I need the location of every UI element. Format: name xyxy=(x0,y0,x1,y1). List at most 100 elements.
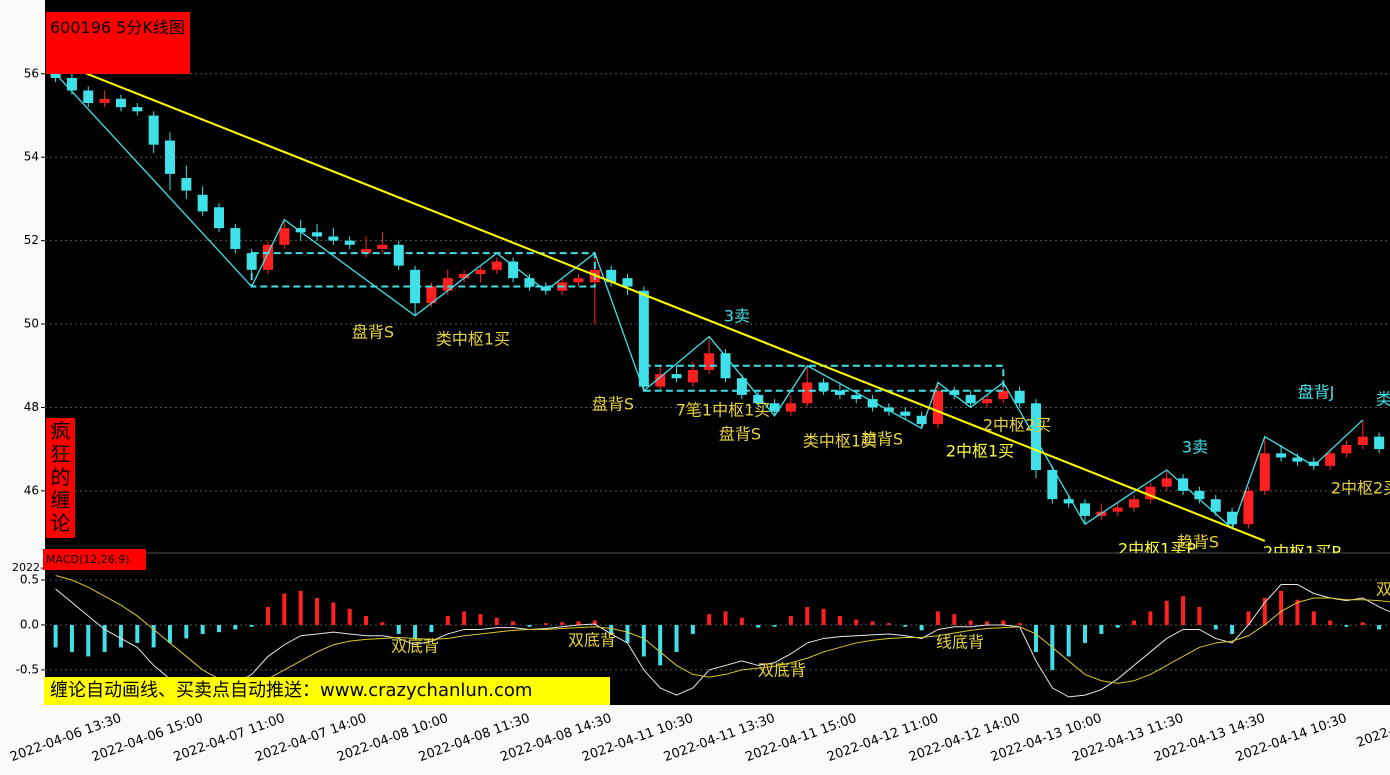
candle-body xyxy=(115,98,126,108)
macd-bar xyxy=(543,623,548,625)
candle-body xyxy=(295,228,306,233)
y-tick-label: -0.5 xyxy=(16,662,39,676)
candle-body xyxy=(1276,453,1287,458)
macd-bar xyxy=(298,590,303,625)
candle-body xyxy=(214,207,224,229)
candle-body xyxy=(867,399,878,408)
center-box xyxy=(250,252,596,288)
macd-bar xyxy=(674,624,679,652)
macd-bar xyxy=(576,621,581,625)
macd-bar xyxy=(1164,600,1169,625)
annotation: 盘背S xyxy=(719,425,761,444)
candle-body xyxy=(164,140,175,174)
macd-bar xyxy=(641,624,646,657)
candle-body xyxy=(230,228,241,249)
macd-bar xyxy=(1197,606,1202,625)
candle-body xyxy=(377,244,388,249)
macd-bar xyxy=(1148,611,1153,625)
trend-line xyxy=(55,60,1266,542)
annotation: 2中枢2买 xyxy=(983,416,1051,435)
annotation: 双底背 xyxy=(758,661,806,680)
macd-bar xyxy=(1311,611,1316,625)
annotation: 2中枢1买P xyxy=(1263,543,1341,562)
macd-bar xyxy=(217,624,221,633)
macd-bar xyxy=(1360,622,1365,625)
candle-body xyxy=(965,394,976,404)
macd-bar xyxy=(445,615,450,625)
annotation: 趋背S xyxy=(1177,533,1219,552)
macd-bar xyxy=(413,624,418,639)
candle-body xyxy=(246,253,257,270)
macd-bar xyxy=(1034,624,1038,652)
y-tick-label: 0.5 xyxy=(20,572,39,586)
macd-bar xyxy=(151,624,156,648)
macd-bar xyxy=(935,611,940,625)
candle-body xyxy=(818,382,829,391)
annotation: 盘背S xyxy=(352,323,394,342)
annotation: 趋背S xyxy=(861,430,903,449)
macd-bar xyxy=(1213,624,1218,630)
candle-body xyxy=(573,278,584,283)
candle-body xyxy=(1210,499,1221,512)
candle-body xyxy=(1194,490,1205,500)
macd-bar xyxy=(723,611,728,625)
macd-bar xyxy=(1344,624,1349,627)
candle-body xyxy=(900,411,911,416)
annotation: 7笔1中枢1买 xyxy=(676,401,771,420)
stroke-line xyxy=(55,73,1364,530)
macd-bar xyxy=(429,624,434,633)
candle-body xyxy=(802,382,813,404)
macd-bar xyxy=(135,624,140,643)
y-tick-label: 46 xyxy=(24,483,39,497)
macd-bar xyxy=(560,622,565,625)
candle-body xyxy=(949,390,960,395)
candle-body xyxy=(606,269,617,283)
macd-bar xyxy=(1099,624,1104,634)
candle-body xyxy=(1047,470,1058,500)
y-tick-label: 52 xyxy=(24,233,39,247)
y-tick-label: 50 xyxy=(24,317,39,331)
annotation: 类中枢1买 xyxy=(436,330,510,349)
candle-body xyxy=(1357,436,1368,445)
macd-bar xyxy=(886,623,891,625)
candle-body xyxy=(1292,457,1303,462)
macd-bar xyxy=(396,624,401,634)
candle-body xyxy=(393,244,404,266)
candle-body xyxy=(83,90,94,104)
candle-body xyxy=(1259,453,1270,491)
banner: 缠论自动画线、买卖点自动推送：www.crazychanlun.com xyxy=(44,677,610,705)
candle-body xyxy=(328,236,339,241)
macd-bar xyxy=(1377,624,1382,630)
macd-bar xyxy=(233,624,238,630)
chart-title: 600196 5分K线图 xyxy=(46,12,190,74)
macd-bar xyxy=(347,608,352,625)
macd-bar xyxy=(167,624,172,643)
annotation: 2中枢1买P xyxy=(1118,540,1196,559)
macd-bar xyxy=(625,624,630,643)
macd-bar xyxy=(315,597,320,625)
candle-body xyxy=(263,244,274,270)
candle-body xyxy=(1129,499,1140,508)
candle-body xyxy=(181,178,192,191)
candle-body xyxy=(426,286,437,304)
macd-bar xyxy=(788,615,793,625)
candle-body xyxy=(1243,490,1254,525)
macd-bar xyxy=(854,619,859,625)
annotation: 3卖 xyxy=(1182,438,1208,457)
macd-bar xyxy=(1017,623,1022,625)
candle-body xyxy=(1161,478,1172,487)
candle-body xyxy=(1341,444,1352,454)
macd-bar xyxy=(200,624,205,634)
macd-bar xyxy=(1083,624,1088,643)
candle-body xyxy=(704,353,715,370)
cut-label: 2022- xyxy=(12,561,44,574)
candle-body xyxy=(622,278,633,287)
macd-bar xyxy=(1328,620,1333,625)
annotation: 双 xyxy=(1376,580,1390,599)
annotation: 2中枢1买 xyxy=(946,442,1014,461)
x-tick-label: 2022-04-14 xyxy=(1355,711,1390,751)
candle-body xyxy=(524,278,535,287)
macd-bar xyxy=(821,608,826,625)
candle-body xyxy=(475,269,486,274)
